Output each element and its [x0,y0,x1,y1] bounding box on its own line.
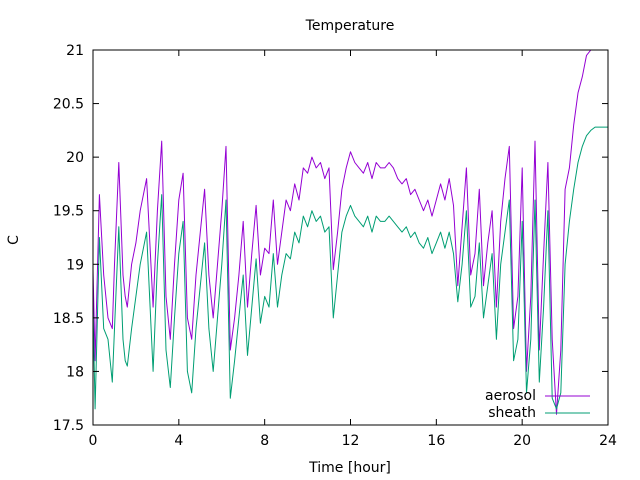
y-axis-label: C [6,235,22,245]
x-axis-label: Time [hour] [308,460,391,476]
y-tick-label: 20.5 [53,97,84,113]
y-tick-label: 17.5 [53,418,84,434]
series-layer [92,49,608,415]
y-tick-label: 20 [66,150,84,166]
x-tick-label: 12 [342,433,360,449]
x-tick-label: 8 [260,433,269,449]
y-tick-label: 18 [66,364,84,380]
x-tick-label: 20 [513,433,531,449]
y-tick-label: 19.5 [53,204,84,220]
plot-frame [92,49,609,426]
y-tick-label: 21 [66,43,84,59]
legend-label-aerosol: aerosol [485,388,536,404]
y-tick-label: 19 [66,257,84,273]
x-tick-label: 0 [89,433,98,449]
legend: aerosol sheath [485,388,590,421]
x-tick-label: 24 [599,433,617,449]
series-line-sheath [92,126,608,410]
chart-title: Temperature [305,18,395,34]
y-tick-label: 18.5 [53,311,84,327]
x-tick-label: 16 [427,433,445,449]
series-line-aerosol [92,49,608,415]
x-tick-label: 4 [174,433,183,449]
legend-label-sheath: sheath [488,405,536,421]
